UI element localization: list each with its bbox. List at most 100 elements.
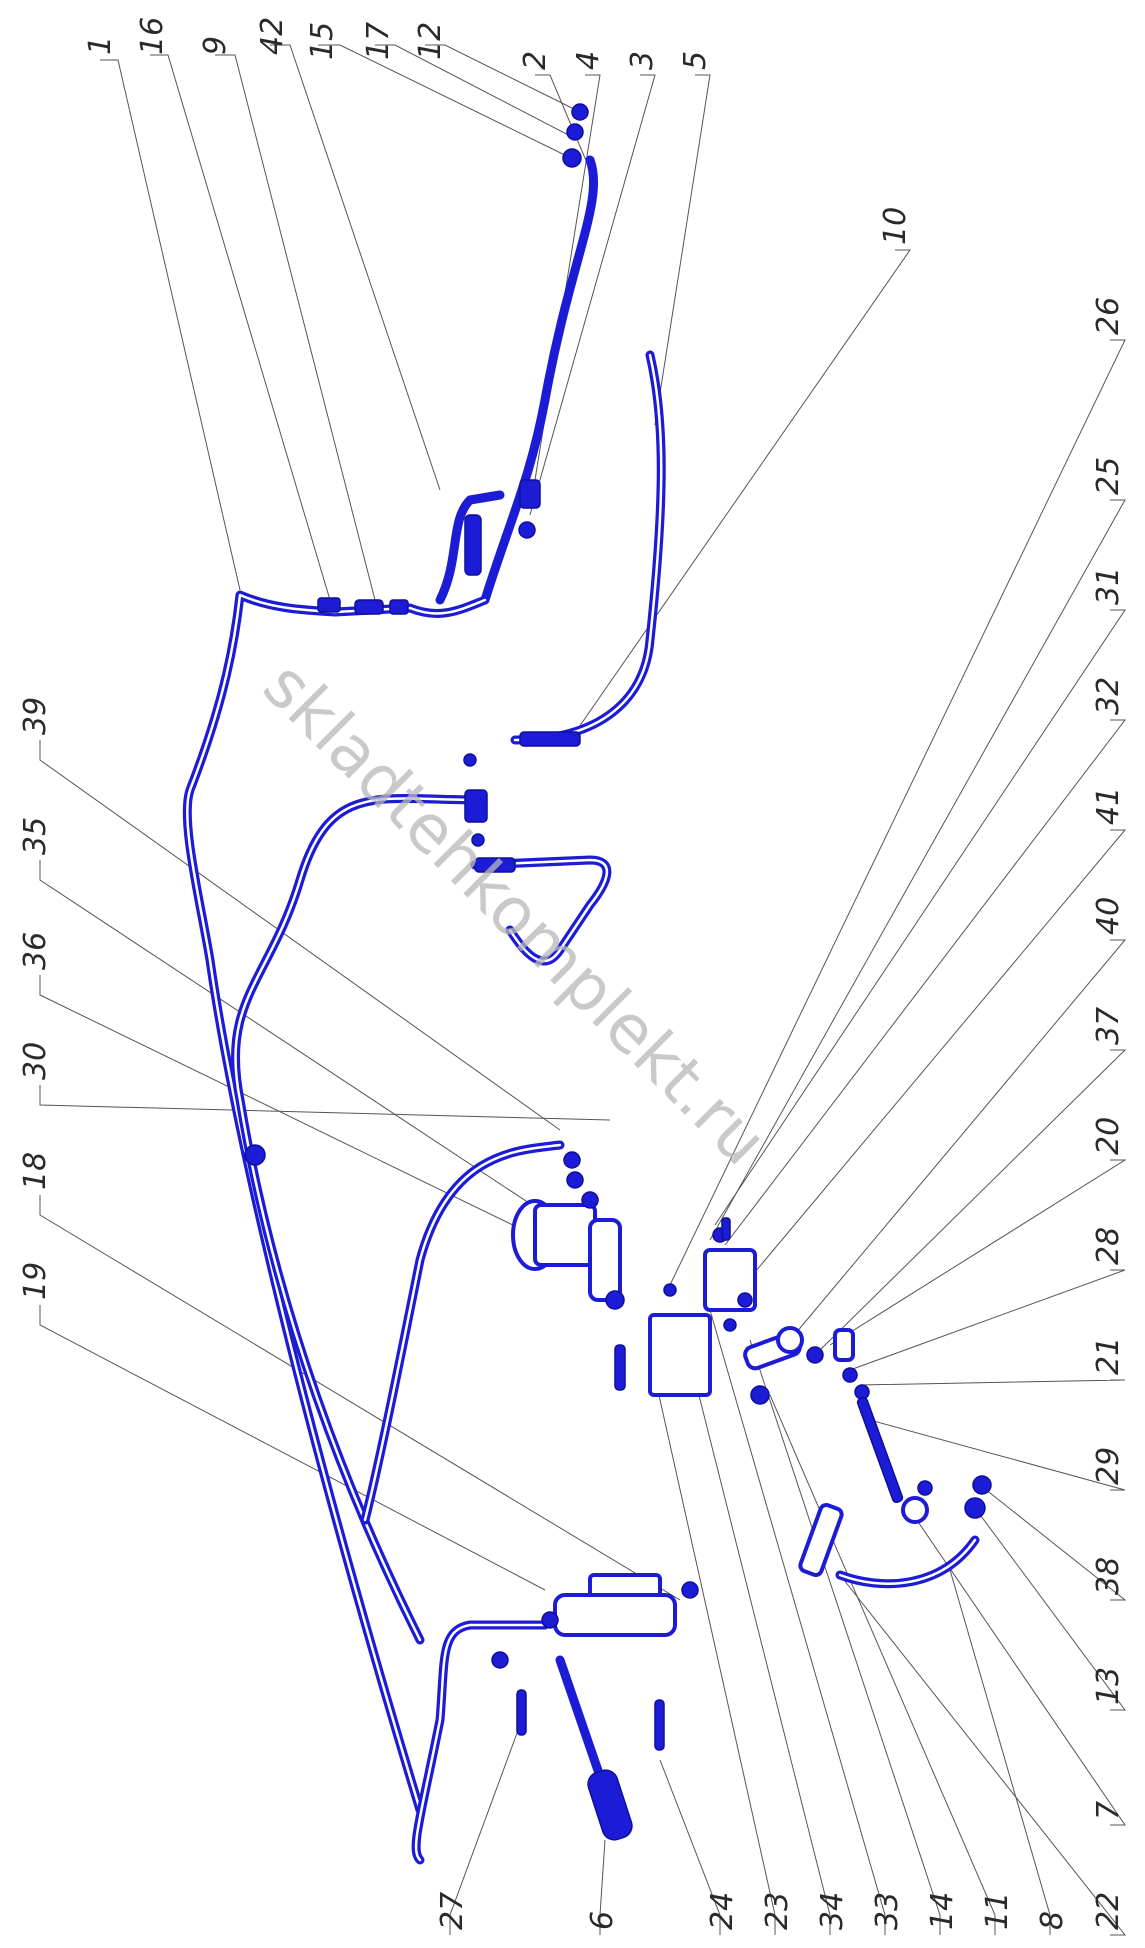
watermark: skladtehkomplekt.ru xyxy=(249,647,782,1180)
pin-7b xyxy=(917,1480,933,1496)
nut-17 xyxy=(566,123,584,141)
nut-28 xyxy=(842,1367,858,1383)
spacer-11 xyxy=(750,1385,770,1405)
callout-7: 7 xyxy=(1091,1801,1126,1820)
leader-25 xyxy=(709,499,1126,1241)
nut-18 xyxy=(681,1581,699,1599)
pin-20 xyxy=(833,1328,855,1362)
fitting-10 xyxy=(519,731,581,747)
pushrod-29 xyxy=(856,1396,904,1504)
callout-13: 13 xyxy=(1091,1667,1126,1705)
fitting-9 xyxy=(354,599,384,615)
washer-33 xyxy=(723,1318,737,1332)
pedal-pad-8 xyxy=(798,1503,844,1577)
callout-41: 41 xyxy=(1091,787,1126,825)
leader-42 xyxy=(270,44,441,491)
leader-37 xyxy=(819,1049,1127,1351)
callout-3: 3 xyxy=(625,51,660,70)
brake-line-front xyxy=(411,1620,550,1865)
leader-8 xyxy=(949,1569,1051,1935)
bushing-7 xyxy=(901,1496,929,1524)
washer-a xyxy=(471,833,485,847)
leader-38 xyxy=(979,1484,1127,1601)
callout-33: 33 xyxy=(870,1892,905,1930)
parking-brake-lever xyxy=(491,1573,699,1841)
fitting-9b xyxy=(389,599,409,615)
callout-21: 21 xyxy=(1091,1337,1126,1375)
leader-24 xyxy=(659,1759,721,1935)
nut-3 xyxy=(518,521,536,539)
callout-4: 4 xyxy=(571,51,606,70)
callout-20: 20 xyxy=(1091,1117,1126,1155)
callout-1: 1 xyxy=(83,36,118,55)
bushing-40 xyxy=(776,1326,804,1354)
leader-30 xyxy=(39,1085,611,1121)
callout-34: 34 xyxy=(815,1892,850,1930)
screw-31 xyxy=(721,1217,731,1241)
leader-13 xyxy=(974,1507,1126,1711)
fittings xyxy=(244,103,589,1166)
callout-29: 29 xyxy=(1091,1447,1126,1485)
leader-14 xyxy=(749,1339,941,1935)
callout-numbers: 1 16 9 42 15 17 12 2 4 3 5 10 26 25 31 3… xyxy=(18,17,1126,1930)
callout-5: 5 xyxy=(678,51,713,70)
leader-36 xyxy=(39,975,596,1266)
tee-4 xyxy=(519,479,541,509)
leader-20 xyxy=(829,1159,1127,1346)
leader-32 xyxy=(724,719,1127,1246)
callout-36: 36 xyxy=(18,932,53,970)
leader-33 xyxy=(709,1309,886,1935)
callout-16: 16 xyxy=(135,17,170,55)
leader-26 xyxy=(669,339,1126,1286)
leader-16 xyxy=(150,54,331,601)
callout-30: 30 xyxy=(18,1042,53,1080)
callout-22: 22 xyxy=(1091,1892,1126,1930)
callout-24: 24 xyxy=(705,1892,740,1930)
leader-6 xyxy=(599,1839,606,1935)
nut-37 xyxy=(806,1346,824,1364)
leader-34 xyxy=(679,1319,831,1935)
bolt-27 xyxy=(516,1689,527,1736)
callout-32: 32 xyxy=(1091,677,1126,715)
callout-19: 19 xyxy=(18,1262,53,1300)
bolt-26 xyxy=(663,1283,677,1297)
leader-12 xyxy=(425,44,581,113)
leader-27 xyxy=(449,1724,521,1935)
brake-line-loop xyxy=(470,855,612,966)
callout-8: 8 xyxy=(1035,1911,1070,1930)
leader-10 xyxy=(569,249,911,741)
leader-5 xyxy=(654,74,711,426)
tee-block xyxy=(464,789,488,823)
leader-18 xyxy=(39,1195,681,1601)
leader-7 xyxy=(909,1509,1126,1826)
callout-23: 23 xyxy=(760,1892,795,1930)
connector-secondary xyxy=(244,1144,266,1166)
leader-29 xyxy=(869,1419,1126,1491)
cap-30 xyxy=(605,1290,625,1310)
leader-23 xyxy=(649,1354,776,1935)
leader-28 xyxy=(849,1269,1126,1371)
leader-41 xyxy=(739,829,1127,1291)
callout-12: 12 xyxy=(413,22,448,60)
leader-3 xyxy=(529,74,656,516)
handle-grip xyxy=(587,1769,633,1841)
fitting-loop xyxy=(474,857,516,873)
leader-40 xyxy=(789,939,1127,1341)
pivot-19 xyxy=(541,1611,559,1629)
brake-line-rear xyxy=(510,350,666,745)
bolt-24 xyxy=(654,1699,665,1751)
nut-41 xyxy=(737,1292,753,1308)
callout-28: 28 xyxy=(1091,1227,1126,1265)
fitting-42 xyxy=(464,514,482,576)
fitting-16 xyxy=(317,597,341,613)
callout-9: 9 xyxy=(198,36,233,55)
callout-31: 31 xyxy=(1091,567,1126,605)
callout-27: 27 xyxy=(435,1892,470,1930)
nut-15 xyxy=(562,148,582,168)
brake-line-branch xyxy=(435,490,505,605)
brake-pedal xyxy=(798,1475,992,1589)
leader-15 xyxy=(318,44,576,161)
nut-top-c xyxy=(581,1191,599,1209)
lever-body xyxy=(553,1593,677,1637)
